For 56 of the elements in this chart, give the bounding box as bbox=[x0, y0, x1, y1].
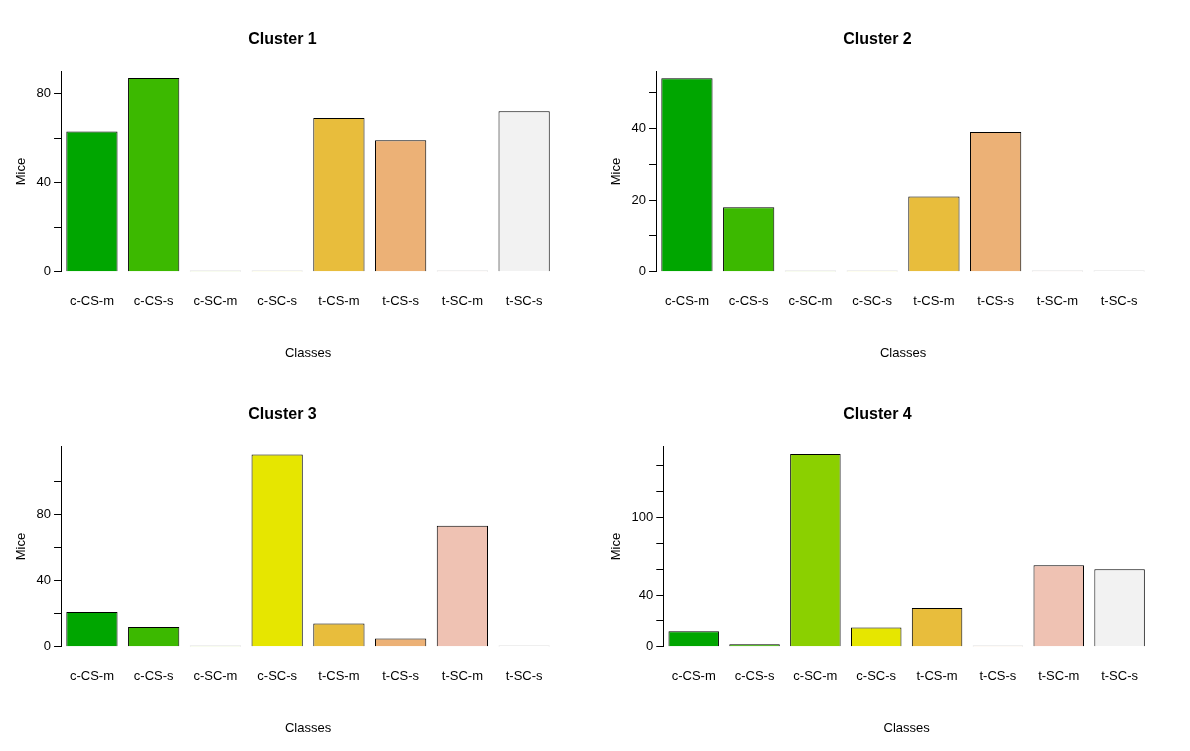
y-tick-label: 0 bbox=[638, 263, 647, 279]
x-tick-label: t-SC-m bbox=[1038, 668, 1080, 684]
y-tick-label: 40 bbox=[36, 174, 52, 190]
x-tick-label: c-SC-m bbox=[788, 293, 833, 309]
y-tick-label: 80 bbox=[36, 505, 52, 521]
y-tick-label: 0 bbox=[646, 638, 654, 654]
y-axis-title: Mice bbox=[13, 532, 29, 561]
chart-title: Cluster 2 bbox=[843, 30, 912, 48]
y-tick-label: 80 bbox=[36, 85, 52, 101]
y-axis-title: Mice bbox=[608, 157, 624, 186]
x-tick-label: t-SC-s bbox=[505, 293, 544, 309]
chart-title: Cluster 3 bbox=[248, 405, 317, 423]
x-tick-label: c-CS-s bbox=[728, 293, 770, 309]
x-tick-label: t-SC-m bbox=[1036, 293, 1078, 309]
x-tick-label: c-SC-m bbox=[193, 668, 238, 684]
x-tick-label: c-SC-s bbox=[257, 668, 298, 684]
x-tick-label: c-CS-m bbox=[671, 668, 716, 684]
x-tick-label: c-SC-s bbox=[257, 293, 298, 309]
x-axis-title: Classes bbox=[284, 344, 332, 360]
y-tick-label: 0 bbox=[43, 638, 52, 654]
x-axis-title: Classes bbox=[284, 719, 332, 735]
x-tick-label: t-CS-s bbox=[382, 668, 420, 684]
x-tick-label: c-SC-m bbox=[793, 668, 838, 684]
x-tick-label: c-CS-s bbox=[133, 668, 175, 684]
x-tick-label: c-SC-m bbox=[193, 293, 238, 309]
x-tick-label: t-CS-m bbox=[318, 668, 360, 684]
x-tick-label: c-CS-m bbox=[664, 293, 709, 309]
x-axis-title: Classes bbox=[883, 719, 931, 735]
x-tick-label: t-SC-s bbox=[1100, 293, 1139, 309]
x-tick-label: t-SC-m bbox=[441, 668, 483, 684]
x-tick-label: t-SC-s bbox=[505, 668, 544, 684]
y-tick-label: 40 bbox=[638, 586, 654, 602]
x-tick-label: t-CS-m bbox=[913, 293, 955, 309]
x-tick-label: t-CS-s bbox=[977, 293, 1015, 309]
x-tick-label: t-CS-s bbox=[979, 668, 1017, 684]
x-tick-label: c-SC-s bbox=[856, 668, 897, 684]
x-tick-label: c-CS-s bbox=[734, 668, 775, 684]
x-tick-label: c-CS-m bbox=[69, 293, 114, 309]
y-tick-label: 0 bbox=[43, 263, 52, 279]
x-axis-title: Classes bbox=[879, 344, 927, 360]
y-tick-label: 40 bbox=[631, 120, 647, 136]
y-axis-title: Mice bbox=[608, 532, 624, 561]
x-tick-label: t-CS-m bbox=[916, 668, 958, 684]
x-tick-label: c-CS-m bbox=[69, 668, 114, 684]
x-tick-label: t-SC-m bbox=[441, 293, 483, 309]
x-tick-label: c-CS-s bbox=[133, 293, 175, 309]
y-axis-title: Mice bbox=[13, 157, 29, 186]
x-tick-label: c-SC-s bbox=[852, 293, 893, 309]
chart-title: Cluster 1 bbox=[248, 30, 317, 48]
y-tick-label: 40 bbox=[36, 572, 52, 588]
y-tick-label: 100 bbox=[631, 508, 654, 524]
x-tick-label: t-CS-m bbox=[318, 293, 360, 309]
x-tick-label: t-SC-s bbox=[1101, 668, 1139, 684]
y-tick-label: 20 bbox=[631, 191, 647, 207]
chart-title: Cluster 4 bbox=[843, 405, 912, 423]
x-tick-label: t-CS-s bbox=[382, 293, 420, 309]
